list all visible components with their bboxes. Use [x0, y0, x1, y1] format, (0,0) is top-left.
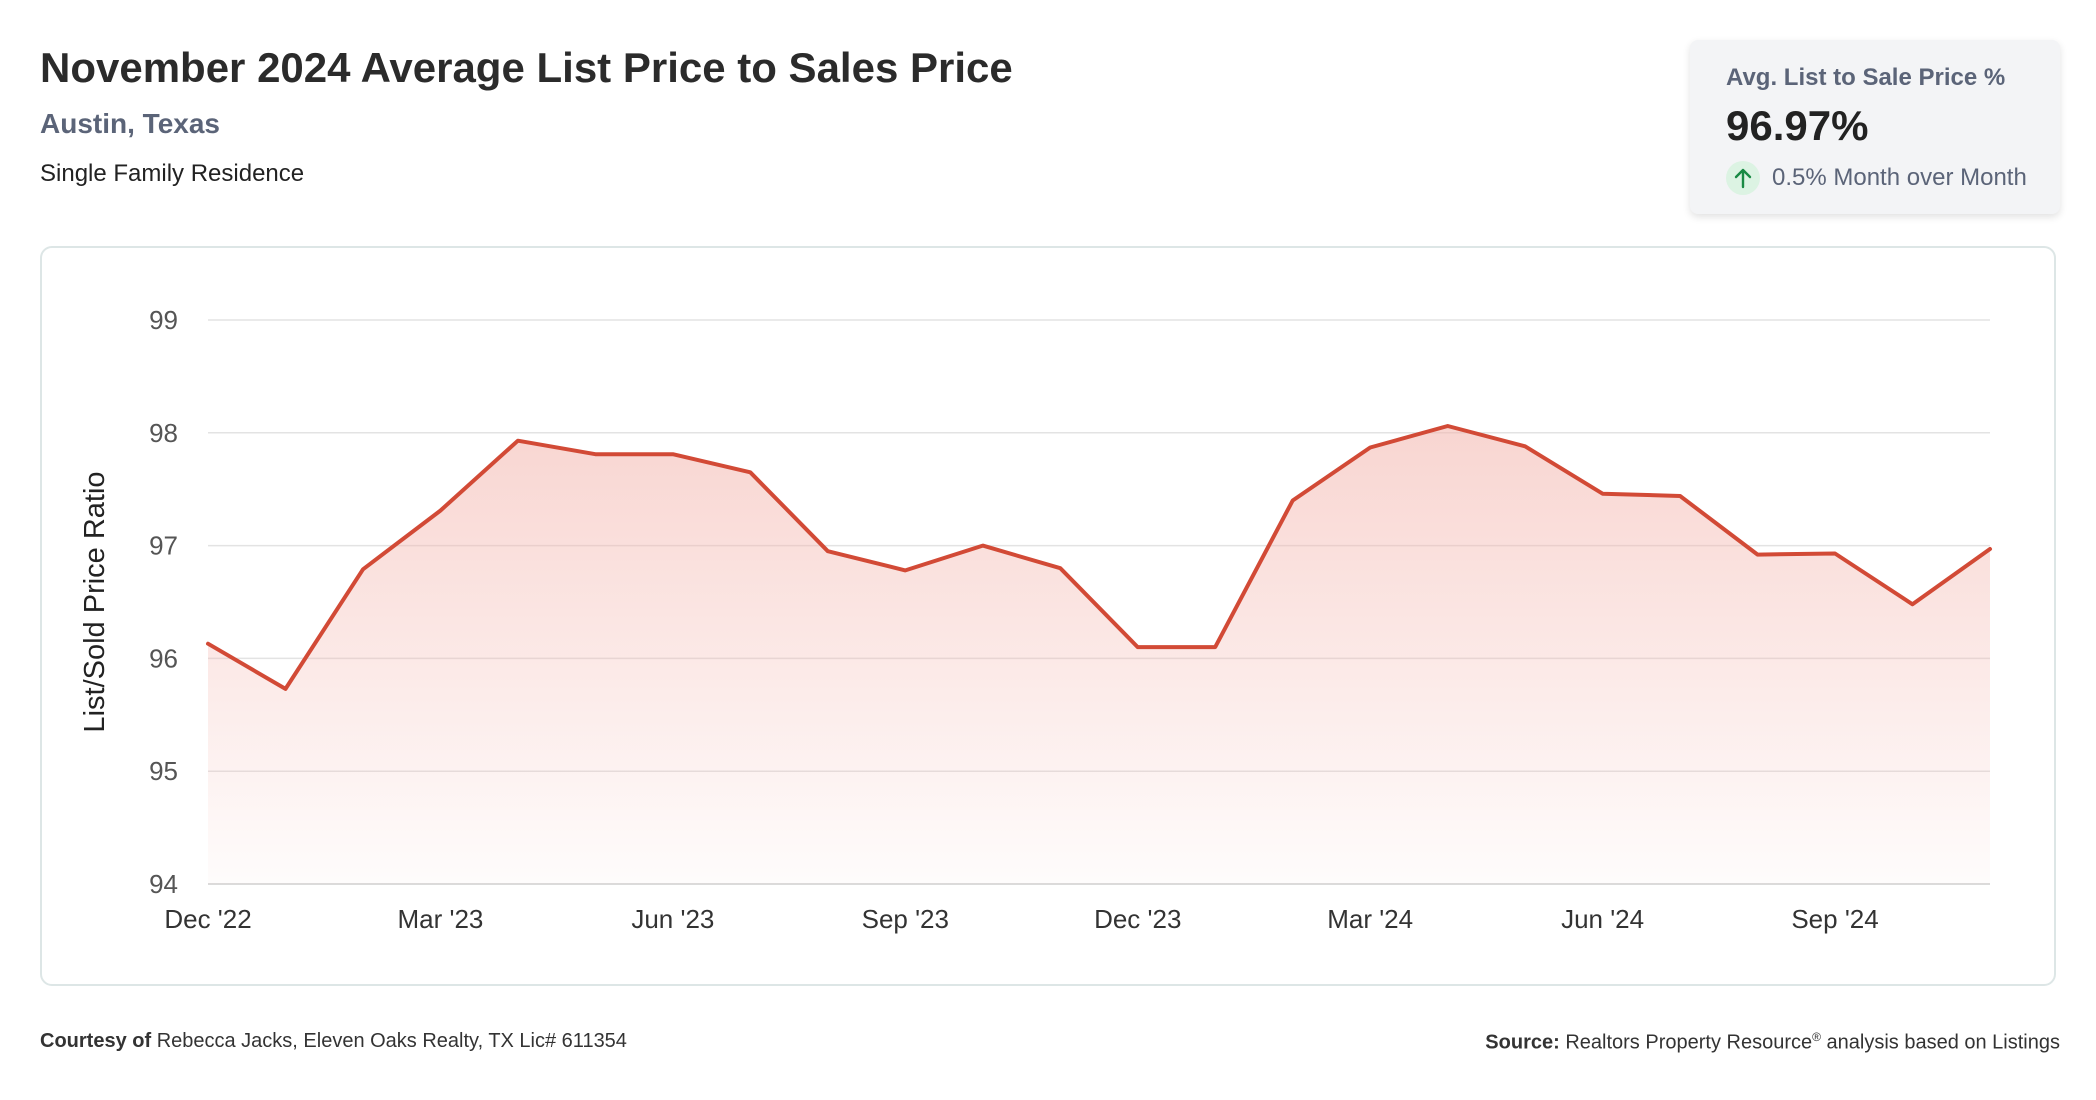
series-area	[208, 426, 1990, 884]
page-title: November 2024 Average List Price to Sale…	[40, 44, 1013, 91]
location-subtitle: Austin, Texas	[40, 108, 220, 139]
y-tick-label: 97	[149, 531, 178, 561]
line-area-chart: 94 95 96 97 98 99 Dec '22 Mar '23 Jun '23 Sep '23…	[79, 305, 1992, 934]
courtesy-text: Rebecca Jacks, Eleven Oaks Realty, TX Li…	[156, 1030, 627, 1052]
x-tick-label: Dec '22	[164, 904, 251, 934]
y-tick-label: 95	[149, 756, 178, 786]
chart-panel: 94 95 96 97 98 99 Dec '22 Mar '23 Jun '23 Sep '23…	[40, 246, 2056, 986]
x-tick-label: Jun '23	[631, 904, 714, 934]
stat-card: Avg. List to Sale Price % 96.97% 0.5% Mo…	[1690, 40, 2060, 214]
area-fill	[208, 426, 1990, 884]
stat-change: 0.5% Month over Month	[1726, 160, 2027, 196]
property-type-label: Single Family Residence	[40, 160, 305, 187]
y-axis-label: List/Sold Price Ratio	[79, 471, 111, 732]
x-tick-label: Mar '24	[1327, 904, 1413, 934]
stat-value: 96.97%	[1726, 102, 1869, 149]
series-line	[206, 424, 1992, 691]
source-text-b: analysis based on Listings	[1826, 1031, 2060, 1054]
stat-change-text: 0.5% Month over Month	[1772, 164, 2027, 191]
registered-mark: ®	[1812, 1030, 1821, 1044]
arrow-up-icon	[1726, 161, 1760, 195]
source-text-a: Realtors Property Resource	[1565, 1031, 1813, 1054]
y-tick-label: 98	[149, 418, 178, 448]
courtesy-footer: Courtesy of Rebecca Jacks, Eleven Oaks R…	[40, 1030, 627, 1053]
y-tick-label: 94	[149, 869, 178, 899]
stat-label: Avg. List to Sale Price %	[1726, 64, 2006, 91]
x-tick-label: Sep '24	[1791, 904, 1878, 934]
y-tick-label: 99	[149, 305, 178, 335]
x-tick-label: Jun '24	[1561, 904, 1644, 934]
source-label: Source:	[1485, 1031, 1560, 1054]
series-path	[206, 424, 1992, 691]
y-tick-label: 96	[149, 643, 178, 673]
axis-labels: 94 95 96 97 98 99 Dec '22 Mar '23 Jun '23 Sep '23…	[79, 305, 1879, 934]
source-footer: Source: Realtors Property Resource® anal…	[1485, 1030, 2060, 1055]
x-tick-label: Mar '23	[397, 904, 483, 934]
x-tick-label: Dec '23	[1094, 904, 1181, 934]
x-tick-label: Sep '23	[862, 904, 949, 934]
courtesy-label: Courtesy of	[40, 1030, 152, 1052]
